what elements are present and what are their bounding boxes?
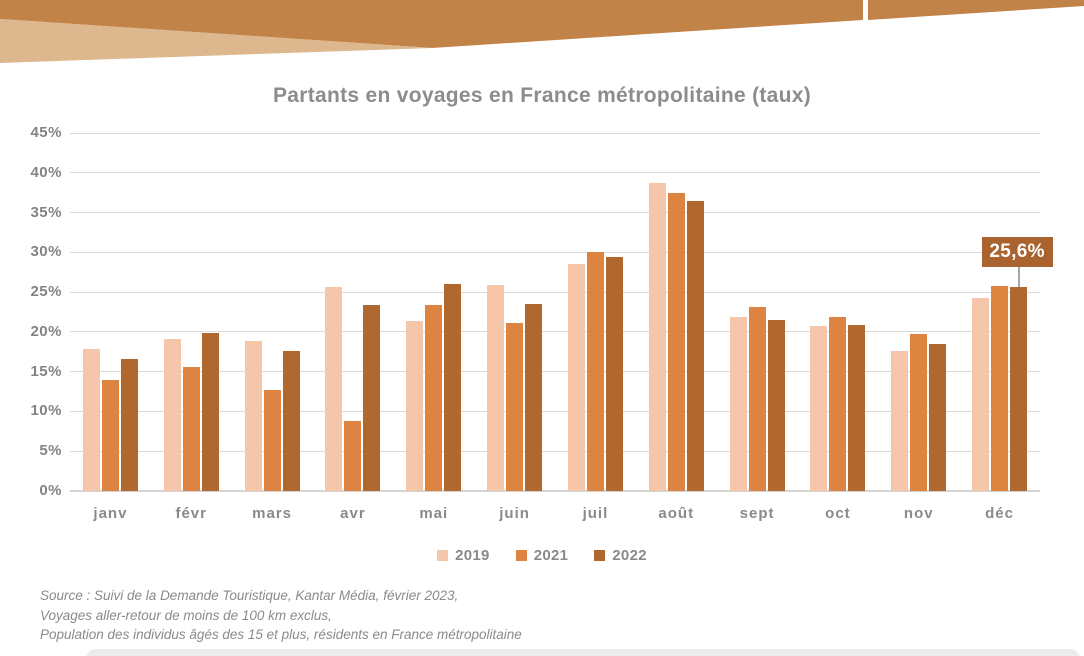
source-note: Source : Suivi de la Demande Touristique… xyxy=(40,586,940,645)
legend-swatch-2022 xyxy=(594,550,606,561)
bar-2019-mars xyxy=(244,340,262,491)
bar-2022-août xyxy=(686,201,704,491)
gridline-40 xyxy=(70,172,1040,174)
banner-shape-main xyxy=(0,0,863,48)
plot-area: janv févr mars avr mai juin juil août sept oct nov… xyxy=(70,132,1053,522)
bar-2019-sept xyxy=(729,316,747,491)
bar-2022-juin xyxy=(525,304,543,491)
x-axis-label-mai: mai xyxy=(419,505,449,522)
y-tick-label-45: 45% xyxy=(30,124,62,141)
gridline-20 xyxy=(70,331,1040,333)
chart-legend: 2019 2021 2022 xyxy=(0,547,1084,564)
bar-2021-août xyxy=(667,192,685,491)
bar-chart: 0% 5% 10% 15% 20% 25% 30% 35% 40% 45% janv févr mar… xyxy=(0,125,1084,522)
x-axis-label-août: août xyxy=(658,505,695,522)
x-axis-label-mars: mars xyxy=(252,505,292,522)
bar-2022-mars xyxy=(282,350,300,491)
bar-2019-oct xyxy=(810,326,828,491)
x-axis-label-nov: nov xyxy=(903,505,934,522)
gridline-35 xyxy=(70,212,1040,214)
bar-2022-déc xyxy=(1010,287,1028,491)
legend-swatch-2019 xyxy=(437,550,449,561)
bar-2019-nov xyxy=(891,350,909,491)
gridline-25 xyxy=(70,291,1040,293)
gridline-30 xyxy=(70,251,1040,253)
bar-2022-sept xyxy=(767,319,785,491)
bar-2022-janv xyxy=(120,358,138,491)
bar-2019-déc xyxy=(972,298,990,491)
x-axis-label-sept: sept xyxy=(739,505,775,522)
legend-item-2021: 2021 xyxy=(515,547,569,564)
bar-2021-févr xyxy=(182,366,200,491)
y-tick-label-25: 25% xyxy=(30,283,62,301)
y-tick-label-30: 30% xyxy=(30,243,62,261)
legend-item-2022: 2022 xyxy=(594,547,647,564)
bar-2022-avr xyxy=(363,304,381,491)
x-axis-label-janv: janv xyxy=(93,505,128,522)
gridline-15 xyxy=(70,371,1040,373)
legend-label-2021: 2021 xyxy=(533,547,569,564)
callout-value-box: 25,6% xyxy=(981,237,1053,268)
x-axis-label-févr: févr xyxy=(175,505,207,522)
bar-2021-nov xyxy=(910,334,928,491)
y-tick-label-5: 5% xyxy=(39,442,62,460)
bar-2021-avr xyxy=(344,421,362,491)
callout-connector-line xyxy=(1018,267,1020,288)
bar-2021-sept xyxy=(748,307,766,491)
header-banner xyxy=(0,0,1084,63)
x-axis-label-juin: juin xyxy=(499,505,530,522)
bar-2021-juin xyxy=(506,323,524,491)
bar-2019-juil xyxy=(567,264,585,491)
banner-shape-right xyxy=(868,0,1084,20)
bar-2021-juil xyxy=(586,252,604,491)
y-tick-label-10: 10% xyxy=(30,402,62,420)
y-tick-label-40: 40% xyxy=(30,163,62,181)
bar-2021-janv xyxy=(101,379,119,491)
gridline-45 xyxy=(70,132,1040,134)
legend-swatch-2021 xyxy=(515,550,527,561)
bar-2019-janv xyxy=(82,348,100,491)
source-line-3: Population des individus âgés des 15 et … xyxy=(40,627,522,642)
bottom-panel-edge xyxy=(86,649,1080,656)
source-line-1: Source : Suivi de la Demande Touristique… xyxy=(40,588,459,603)
bar-2022-oct xyxy=(848,324,866,491)
legend-label-2019: 2019 xyxy=(455,547,490,564)
x-axis-label-oct: oct xyxy=(825,505,851,522)
x-axis-label-déc: déc xyxy=(985,505,1014,522)
bar-2019-avr xyxy=(325,287,343,491)
banner-shape-light xyxy=(0,19,432,63)
bar-2021-oct xyxy=(829,316,847,491)
bar-2021-déc xyxy=(991,285,1009,491)
bar-2022-févr xyxy=(201,332,219,491)
bar-2021-mai xyxy=(425,304,443,491)
y-tick-label-15: 15% xyxy=(30,362,62,380)
bar-2021-mars xyxy=(263,389,281,491)
gridline-10 xyxy=(70,410,1040,412)
bar-2022-nov xyxy=(929,343,947,491)
bar-2019-févr xyxy=(163,339,181,491)
bar-2019-mai xyxy=(406,320,424,491)
x-axis-label-avr: avr xyxy=(340,505,366,522)
bar-2022-juil xyxy=(605,257,623,491)
gridline-5 xyxy=(70,450,1040,452)
bar-2019-juin xyxy=(487,284,505,491)
source-line-2: Voyages aller-retour de moins de 100 km … xyxy=(40,607,332,623)
x-axis-label-juil: juil xyxy=(582,505,609,522)
bar-2022-mai xyxy=(444,284,462,491)
y-tick-label-35: 35% xyxy=(30,203,62,221)
bar-2019-août xyxy=(648,183,666,491)
y-tick-label-0: 0% xyxy=(39,482,62,499)
legend-label-2022: 2022 xyxy=(612,547,647,564)
gridline-0 xyxy=(70,490,1040,492)
y-tick-label-20: 20% xyxy=(30,322,62,340)
chart-title: Partants en voyages en France métropolit… xyxy=(272,84,812,107)
legend-item-2019: 2019 xyxy=(437,547,490,564)
